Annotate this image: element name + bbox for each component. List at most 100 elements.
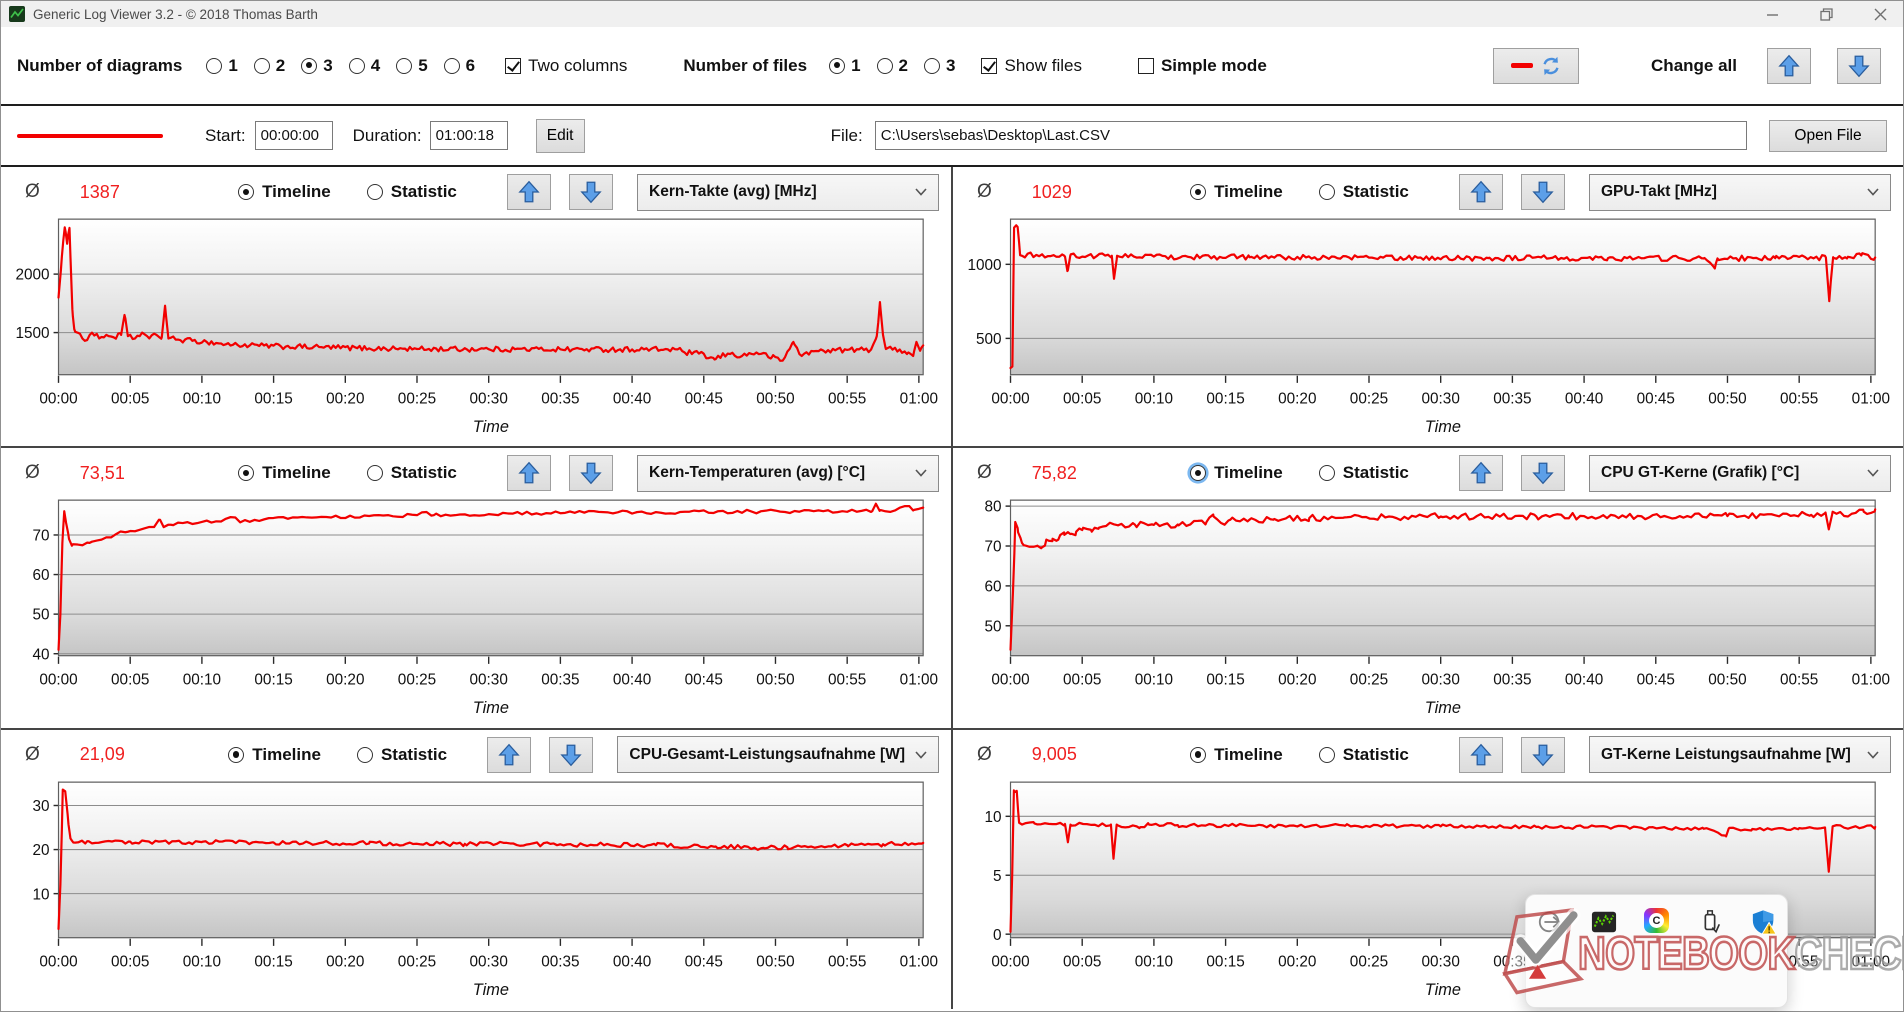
show-files-checkbox-box[interactable] — [981, 57, 998, 74]
edit-button[interactable]: Edit — [535, 118, 585, 153]
timeline-radio-circle[interactable] — [1190, 465, 1207, 482]
timeline-radio-circle[interactable] — [228, 746, 245, 763]
line-color-swatch — [1510, 63, 1533, 68]
svg-text:50: 50 — [985, 619, 1002, 636]
move-diagram-up-button[interactable] — [507, 455, 551, 492]
timeline-radio[interactable]: Timeline — [238, 182, 331, 202]
start-time-input[interactable] — [254, 121, 333, 150]
average-symbol: Ø — [977, 181, 992, 202]
simple-mode-label: Simple mode — [1160, 55, 1267, 75]
metric-dropdown[interactable]: GPU-Takt [MHz] — [1589, 173, 1891, 211]
statistic-radio-circle[interactable] — [366, 465, 383, 482]
chart-panel-header: Ø 9,005 Timeline Statistic — [965, 734, 1891, 776]
color-profile-tray-icon[interactable]: C — [1644, 908, 1669, 933]
timeline-radio[interactable]: Timeline — [228, 745, 321, 765]
svg-text:00:25: 00:25 — [398, 953, 437, 970]
metric-dropdown[interactable]: CPU GT-Kerne (Grafik) [°C] — [1589, 454, 1891, 492]
statistic-radio-label: Statistic — [380, 744, 448, 764]
arrow-circle-tray-icon[interactable] — [1536, 908, 1563, 935]
svg-text:00:00: 00:00 — [991, 671, 1030, 688]
timeline-radio-circle[interactable] — [1190, 746, 1207, 763]
restore-button[interactable] — [1803, 1, 1849, 27]
file-path-input[interactable] — [874, 121, 1747, 150]
move-diagram-up-button[interactable] — [1459, 174, 1503, 210]
statistic-radio[interactable]: Statistic — [366, 182, 457, 202]
move-diagram-up-button[interactable] — [507, 174, 551, 210]
statistic-radio[interactable]: Statistic — [1318, 463, 1409, 483]
metric-dropdown[interactable]: GT-Kerne Leistungsaufnahme [W] — [1589, 736, 1891, 774]
timeline-radio-circle[interactable] — [1190, 184, 1207, 200]
timeline-radio[interactable]: Timeline — [1190, 463, 1283, 483]
usb-drive-tray-icon[interactable] — [1696, 908, 1723, 935]
move-diagram-down-button[interactable] — [1521, 455, 1565, 492]
duration-input[interactable] — [429, 121, 508, 150]
timeline-radio[interactable]: Timeline — [1190, 182, 1283, 202]
two-columns-checkbox[interactable]: Two columns — [505, 56, 627, 76]
minimize-button[interactable] — [1749, 1, 1795, 27]
svg-text:00:50: 00:50 — [756, 953, 795, 970]
show-files-checkbox[interactable]: Show files — [981, 56, 1082, 76]
defender-shield-tray-icon[interactable] — [1750, 908, 1777, 935]
move-diagram-up-button[interactable] — [1459, 736, 1503, 773]
diagram-count-radio-6[interactable]: 6 — [443, 56, 475, 76]
change-all-up-button[interactable] — [1767, 47, 1811, 84]
svg-text:00:10: 00:10 — [183, 390, 222, 407]
average-symbol: Ø — [25, 181, 40, 202]
arrow-down-icon — [580, 181, 602, 204]
diagram-count-radio-5[interactable]: 5 — [396, 56, 428, 76]
diagram-count-radio-2-circle[interactable] — [253, 57, 270, 74]
file-count-radio-1[interactable]: 1 — [829, 56, 861, 76]
diagram-count-radio-4-circle[interactable] — [348, 57, 365, 74]
diagram-count-radio-5-circle[interactable] — [396, 57, 413, 74]
average-value: 9,005 — [1031, 744, 1077, 765]
diagram-count-radio-1-circle[interactable] — [206, 57, 223, 74]
move-diagram-down-button[interactable] — [549, 736, 594, 773]
simple-mode-checkbox-box[interactable] — [1137, 57, 1154, 74]
change-all-down-button[interactable] — [1837, 47, 1881, 84]
metric-dropdown[interactable]: CPU-Gesamt-Leistungsaufnahme [W] — [617, 736, 939, 774]
diagram-count-radio-6-circle[interactable] — [443, 57, 460, 74]
line-color-refresh-button[interactable] — [1493, 47, 1580, 84]
file-count-radio-3[interactable]: 3 — [924, 56, 955, 76]
timeline-radio[interactable]: Timeline — [238, 463, 331, 483]
statistic-radio[interactable]: Statistic — [1318, 745, 1409, 765]
diagram-count-radio-3-circle[interactable] — [301, 57, 318, 74]
statistic-radio-circle[interactable] — [1318, 465, 1335, 482]
statistic-radio-circle[interactable] — [1318, 184, 1335, 200]
chart-panel: Ø 75,82 Timeline Statistic — [953, 448, 1903, 728]
metric-dropdown-value: Kern-Takte (avg) [MHz] — [649, 183, 817, 200]
diagram-count-radio-2[interactable]: 2 — [253, 56, 285, 76]
file-count-radio-3-circle[interactable] — [924, 57, 941, 74]
open-file-button[interactable]: Open File — [1769, 119, 1887, 152]
two-columns-checkbox-box[interactable] — [505, 57, 522, 74]
diagram-count-radio-1[interactable]: 1 — [206, 56, 238, 76]
move-diagram-down-button[interactable] — [569, 174, 613, 210]
metric-dropdown[interactable]: Kern-Temperaturen (avg) [°C] — [637, 454, 939, 492]
file-count-radio-1-circle[interactable] — [829, 57, 846, 74]
statistic-radio-circle[interactable] — [356, 746, 373, 763]
statistic-radio-circle[interactable] — [366, 184, 383, 200]
gpu-monitor-tray-icon[interactable] — [1590, 908, 1617, 935]
move-diagram-down-button[interactable] — [1521, 736, 1565, 773]
file-count-radio-2-circle[interactable] — [876, 57, 893, 74]
statistic-radio-circle[interactable] — [1318, 746, 1335, 763]
simple-mode-checkbox[interactable]: Simple mode — [1137, 55, 1267, 76]
close-icon[interactable] — [1857, 1, 1903, 27]
statistic-radio[interactable]: Statistic — [1318, 182, 1409, 202]
move-diagram-down-button[interactable] — [1521, 174, 1565, 210]
timeline-radio-circle[interactable] — [238, 465, 255, 482]
diagram-count-radio-4[interactable]: 4 — [348, 56, 380, 76]
svg-text:00:45: 00:45 — [685, 390, 724, 407]
file-count-radio-2[interactable]: 2 — [876, 56, 908, 76]
timeline-radio-circle[interactable] — [238, 184, 255, 200]
timeline-radio[interactable]: Timeline — [1190, 745, 1283, 765]
statistic-radio[interactable]: Statistic — [356, 744, 448, 765]
statistic-radio[interactable]: Statistic — [366, 463, 457, 483]
move-diagram-down-button[interactable] — [569, 455, 613, 492]
file-label: File: — [830, 125, 863, 145]
svg-text:00:25: 00:25 — [398, 671, 437, 688]
metric-dropdown[interactable]: Kern-Takte (avg) [MHz] — [637, 173, 939, 211]
diagram-count-radio-3[interactable]: 3 — [301, 56, 333, 76]
move-diagram-up-button[interactable] — [487, 736, 532, 773]
move-diagram-up-button[interactable] — [1459, 455, 1503, 492]
